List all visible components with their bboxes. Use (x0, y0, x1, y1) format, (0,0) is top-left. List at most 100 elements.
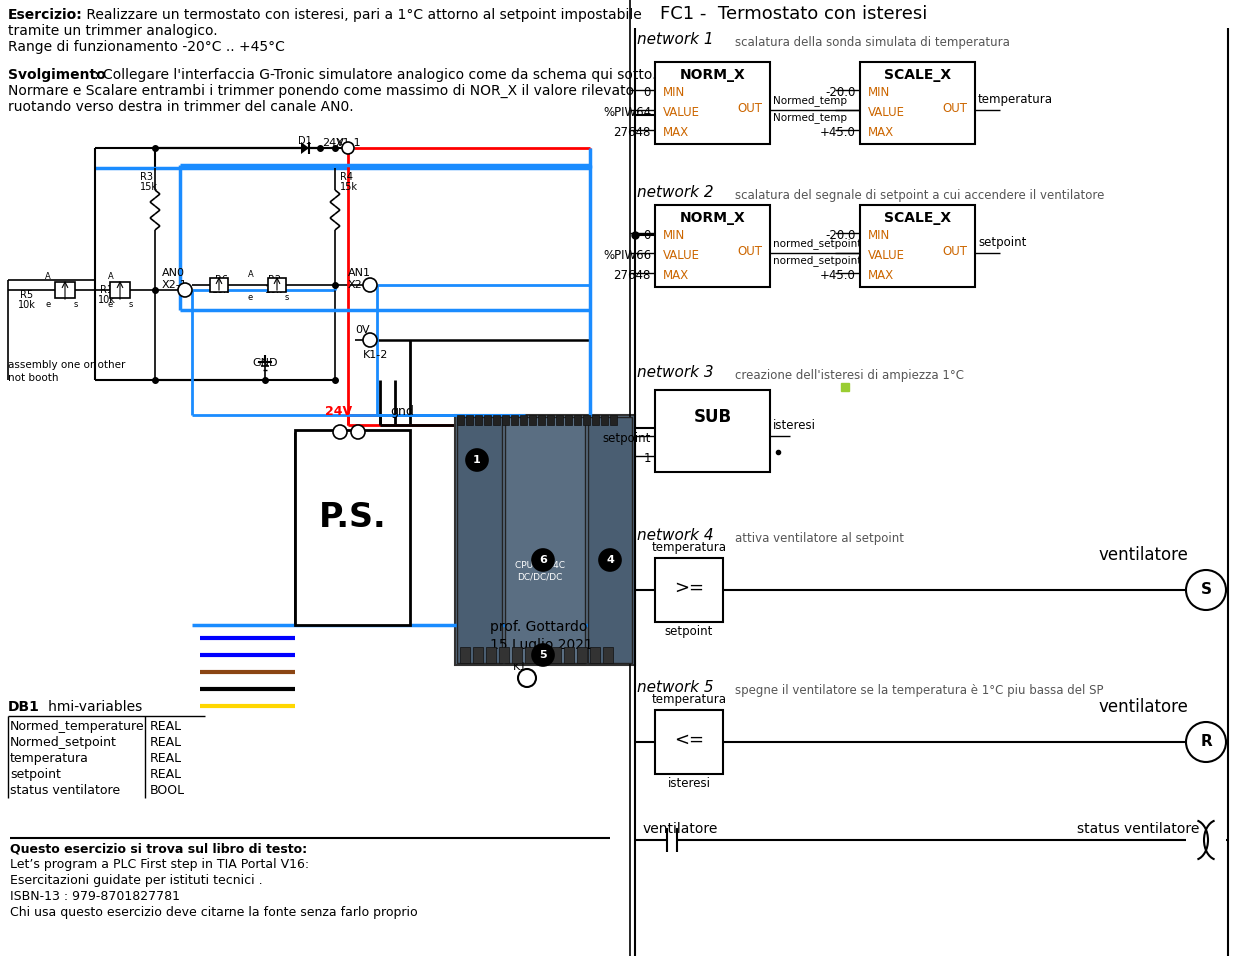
Text: ventilatore: ventilatore (643, 822, 718, 836)
Bar (583, 415, 590, 425)
Text: creazione dell'isteresi di ampiezza 1°C: creazione dell'isteresi di ampiezza 1°C (735, 369, 964, 382)
Circle shape (178, 283, 192, 297)
Bar (655, 62, 770, 144)
Text: DB1: DB1 (7, 700, 40, 714)
Text: Normare e Scalare entrambi i trimmer ponendo come massimo di NOR_X il valore ril: Normare e Scalare entrambi i trimmer pon… (7, 84, 634, 98)
Circle shape (599, 549, 620, 571)
Bar (611, 415, 617, 425)
Text: scalatura della sonda simulata di temperatura: scalatura della sonda simulata di temper… (735, 36, 1010, 49)
Text: Svolgimento: Svolgimento (7, 68, 106, 82)
Text: network 5: network 5 (637, 680, 713, 695)
Bar (512, 647, 522, 663)
Text: K1: K1 (513, 662, 527, 672)
Text: normed_setpoint: normed_setpoint (772, 255, 861, 266)
Bar (655, 205, 770, 287)
Text: Esercizio:: Esercizio: (7, 8, 83, 22)
Bar (466, 415, 473, 425)
Text: X2-1: X2-1 (162, 280, 188, 290)
Text: ventilatore: ventilatore (1098, 546, 1188, 564)
Bar (860, 205, 975, 287)
Text: Range di funzionamento -20°C .. +45°C: Range di funzionamento -20°C .. +45°C (7, 40, 284, 54)
Bar (268, 278, 286, 292)
Text: 15k: 15k (340, 182, 358, 192)
Bar (457, 415, 464, 425)
Text: Esercitazioni guidate per istituti tecnici .: Esercitazioni guidate per istituti tecni… (10, 874, 262, 887)
Text: Normed_temperature: Normed_temperature (10, 720, 145, 733)
Text: R3: R3 (140, 172, 153, 182)
Text: 15 Luglio 2021: 15 Luglio 2021 (489, 638, 593, 652)
Bar (551, 647, 561, 663)
Text: OUT: OUT (737, 102, 763, 115)
Text: R6: R6 (215, 275, 227, 285)
Text: >=: >= (674, 579, 705, 597)
Text: +45.0: +45.0 (821, 269, 857, 282)
Bar (588, 417, 632, 663)
Circle shape (531, 644, 554, 666)
Text: Normed_setpoint: Normed_setpoint (10, 736, 117, 749)
Bar (556, 415, 564, 425)
Circle shape (342, 142, 353, 154)
Text: VALUE: VALUE (662, 106, 700, 119)
Bar (455, 415, 635, 665)
Text: status ventilatore: status ventilatore (10, 784, 120, 797)
Text: VALUE: VALUE (662, 249, 700, 262)
Circle shape (1187, 722, 1226, 762)
Text: setpoint: setpoint (665, 625, 713, 638)
Text: Chi usa questo esercizio deve citarne la fonte senza farlo proprio: Chi usa questo esercizio deve citarne la… (10, 906, 418, 919)
Text: 10k: 10k (265, 285, 283, 295)
Text: MIN: MIN (868, 86, 890, 99)
Text: spegne il ventilatore se la temperatura è 1°C piu bassa del SP: spegne il ventilatore se la temperatura … (735, 684, 1104, 697)
Text: OUT: OUT (942, 102, 967, 115)
Text: OUT: OUT (942, 245, 967, 258)
Text: SUB: SUB (693, 408, 732, 426)
Bar (506, 417, 585, 663)
Text: : Collegare l'interfaccia G-Tronic simulatore analogico come da schema qui sotto: : Collegare l'interfaccia G-Tronic simul… (94, 68, 656, 82)
Text: 15k: 15k (140, 182, 158, 192)
Text: VALUE: VALUE (868, 106, 905, 119)
Text: SCALE_X: SCALE_X (884, 211, 950, 225)
Bar (486, 647, 496, 663)
Bar (502, 415, 509, 425)
Text: 27648: 27648 (613, 126, 651, 139)
Bar (525, 647, 535, 663)
Bar (493, 415, 501, 425)
Text: 27648: 27648 (613, 269, 651, 282)
Circle shape (1187, 570, 1226, 610)
Bar (860, 62, 975, 144)
Text: network 3: network 3 (637, 365, 713, 380)
Text: temperatura: temperatura (10, 752, 89, 765)
Text: status ventilatore: status ventilatore (1077, 822, 1199, 836)
Bar (577, 647, 587, 663)
Text: 24V: 24V (323, 138, 344, 148)
Text: normed_setpoint: normed_setpoint (772, 238, 861, 249)
Bar (590, 647, 599, 663)
Bar (574, 415, 581, 425)
Text: not booth: not booth (7, 373, 58, 383)
Text: A: A (248, 270, 253, 279)
Text: S: S (1200, 582, 1211, 598)
Text: 0: 0 (644, 229, 651, 242)
Text: -20.0: -20.0 (826, 229, 857, 242)
Text: REAL: REAL (150, 768, 182, 781)
Text: network 2: network 2 (637, 185, 713, 200)
Text: CPU 1214C: CPU 1214C (515, 560, 565, 570)
Text: MAX: MAX (662, 269, 690, 282)
Text: e: e (248, 293, 253, 302)
Bar (54, 282, 75, 298)
Text: REAL: REAL (150, 736, 182, 749)
Bar (565, 415, 572, 425)
Text: assembly one or other: assembly one or other (7, 360, 125, 370)
Bar (564, 647, 574, 663)
Bar (603, 647, 613, 663)
Text: NORM_X: NORM_X (680, 211, 745, 225)
Text: 10k: 10k (19, 300, 36, 310)
Text: ruotando verso destra in trimmer del canale AN0.: ruotando verso destra in trimmer del can… (7, 100, 353, 114)
Text: s: s (74, 300, 78, 309)
Polygon shape (302, 142, 309, 154)
Text: AN0: AN0 (162, 268, 185, 278)
Text: <=: <= (674, 731, 705, 749)
Text: Let’s program a PLC First step in TIA Portal V16:: Let’s program a PLC First step in TIA Po… (10, 858, 309, 871)
Text: setpoint: setpoint (978, 236, 1026, 249)
Text: DC/DC/DC: DC/DC/DC (518, 573, 562, 581)
Text: AN1: AN1 (349, 268, 371, 278)
